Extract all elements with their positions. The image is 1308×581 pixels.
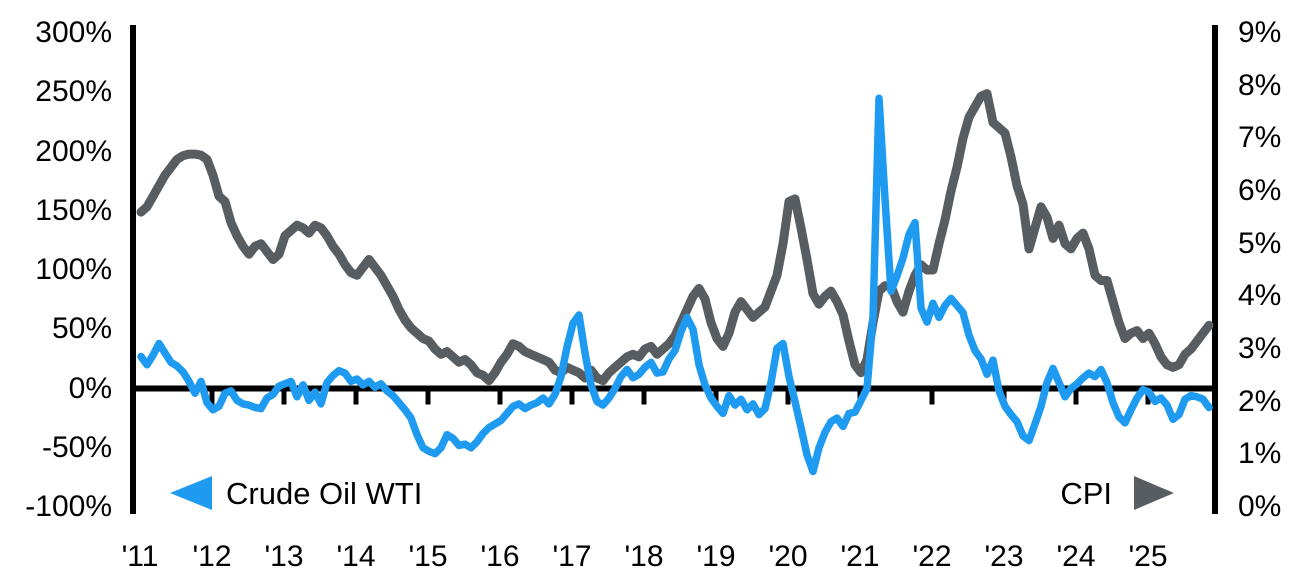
wti-legend-left-triangle-icon — [170, 476, 212, 510]
right-axis-tick-label: 8% — [1238, 68, 1282, 102]
x-axis-year-label: '21 — [840, 540, 880, 573]
year-tick — [209, 391, 215, 405]
legend-wti-label: Crude Oil WTI — [226, 476, 423, 511]
year-tick — [641, 391, 647, 405]
x-axis-year-label: '16 — [480, 540, 520, 573]
zero-baseline — [133, 385, 1215, 392]
left-axis-tick-label: 300% — [35, 16, 112, 49]
x-axis-year-label: '11 — [121, 540, 159, 573]
cpi-line — [136, 89, 1214, 386]
year-tick — [569, 391, 575, 405]
left-axis-tick-label: 50% — [51, 312, 112, 346]
x-axis-year-label: '18 — [624, 540, 664, 573]
year-tick — [785, 391, 791, 405]
right-axis-tick-label: 9% — [1238, 16, 1282, 49]
right-axis-tick-label: 2% — [1238, 384, 1282, 418]
left-axis-tick-label: -100% — [25, 490, 112, 523]
right-axis-tick-label: 6% — [1238, 174, 1282, 207]
left-axis-tick-label: 150% — [35, 193, 112, 227]
x-axis-year-label: '22 — [912, 540, 952, 573]
x-axis-year-label: '15 — [408, 540, 448, 573]
year-tick — [425, 391, 431, 405]
legend-cpi-label: CPI — [1060, 476, 1112, 511]
year-tick — [1073, 391, 1079, 405]
x-axis-year-label: '13 — [264, 540, 304, 573]
year-tick — [713, 391, 719, 405]
left-axis-tick-label: 200% — [35, 134, 112, 168]
right-axis-tick-label: 5% — [1238, 226, 1282, 260]
year-tick — [353, 391, 359, 405]
wti-line — [137, 94, 1213, 476]
left-axis-tick-label: 100% — [35, 253, 112, 286]
right-axis-tick-label: 7% — [1238, 121, 1282, 155]
right-axis-tick-label: 1% — [1238, 437, 1282, 471]
x-axis-year-label: '20 — [768, 540, 808, 573]
year-tick — [497, 391, 503, 405]
right-axis-line — [1212, 25, 1218, 514]
left-axis-line — [130, 25, 136, 514]
year-tick — [1145, 391, 1151, 405]
x-axis-year-label: '12 — [192, 540, 232, 573]
right-axis-tick-label: 3% — [1238, 332, 1282, 365]
x-axis-year-label: '25 — [1128, 540, 1168, 573]
x-axis-year-label: '19 — [696, 540, 736, 573]
right-axis-tick-label: 4% — [1238, 279, 1282, 313]
left-axis-tick-label: 250% — [35, 75, 112, 109]
left-axis-tick-label: 0% — [68, 371, 112, 405]
left-axis-tick-label: -50% — [41, 430, 112, 464]
x-axis-year-label: '23 — [984, 540, 1024, 573]
x-axis-year-label: '24 — [1056, 540, 1096, 573]
year-tick — [281, 391, 287, 405]
cpi-legend-right-triangle-icon — [1134, 476, 1174, 510]
x-axis-year-label: '14 — [336, 540, 376, 573]
right-axis-tick-label: 0% — [1238, 490, 1282, 523]
x-axis-year-label: '17 — [552, 540, 592, 573]
year-tick — [929, 391, 935, 405]
